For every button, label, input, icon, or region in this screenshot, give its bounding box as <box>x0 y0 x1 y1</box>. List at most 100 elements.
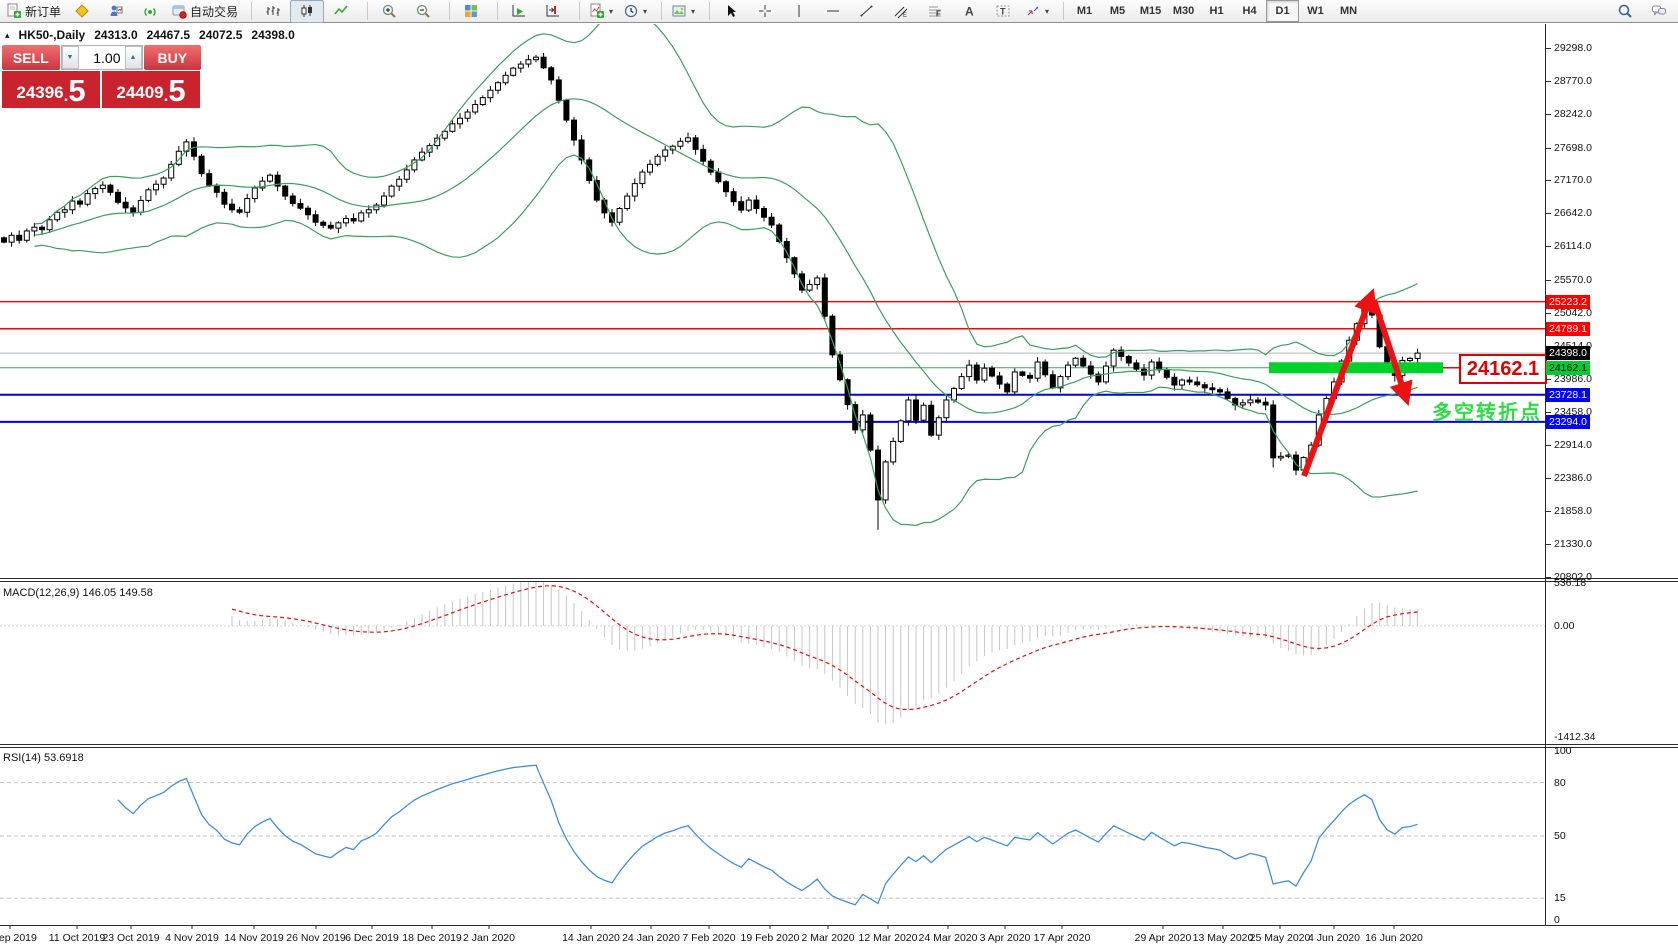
candlestick-chart-button[interactable] <box>290 0 325 23</box>
tester-icon <box>110 5 123 16</box>
chart-bars-icon <box>266 6 281 16</box>
date-label: 7 Sep 2019 <box>0 932 37 944</box>
crosshair-button[interactable] <box>748 0 782 23</box>
bollinger-middle <box>34 98 1418 415</box>
text-button[interactable]: A <box>952 0 986 23</box>
chart-window: ▴ HK50-,Daily 24313.0 24467.5 24072.5 24… <box>0 24 1678 944</box>
toolbar-separator <box>1054 2 1065 20</box>
svg-text:F: F <box>936 10 941 19</box>
periods-button[interactable]: ▾ <box>618 0 652 23</box>
timeframe-m1-button[interactable]: M1 <box>1076 5 1093 17</box>
templates-button[interactable]: ▾ <box>666 0 700 23</box>
toolbar-separator <box>570 2 581 20</box>
arrows-button[interactable]: ▾ <box>1020 0 1054 23</box>
date-label: 2 Jan 2020 <box>463 932 515 944</box>
bar-chart-button[interactable] <box>256 0 290 23</box>
low-value: 24072.5 <box>199 28 243 42</box>
bollinger-lower <box>34 154 1418 527</box>
vline-icon <box>798 5 800 17</box>
volume-increase-button[interactable]: ▲ <box>124 46 142 69</box>
timeframe-m30-button[interactable]: M30 <box>1172 5 1195 17</box>
new-order-button[interactable]: 新订单 <box>2 0 65 23</box>
equidistant-channel-button[interactable]: E <box>884 0 918 23</box>
chart-shift-button[interactable] <box>536 0 570 23</box>
rsi-indicator-label: RSI(14) 53.6918 <box>3 752 84 764</box>
line-chart-button[interactable] <box>324 0 358 23</box>
date-label: 24 Mar 2020 <box>918 932 978 944</box>
timeframe-d1-button[interactable]: D1 <box>1266 0 1300 22</box>
search-button[interactable] <box>1608 0 1642 23</box>
price-tag-25223.2: 25223.2 <box>1546 294 1590 309</box>
volume-decrease-button[interactable]: ▼ <box>61 46 79 69</box>
indicators-icon <box>590 3 605 18</box>
auto-scroll-button[interactable] <box>502 0 536 23</box>
timeframe-m15-button[interactable]: M15 <box>1139 5 1162 17</box>
autotrading-button[interactable]: 自动交易 <box>167 0 242 23</box>
horizontal-line-button[interactable] <box>816 0 850 23</box>
timeframe-mn-button[interactable]: MN <box>1339 5 1358 17</box>
timeframe-m5-button[interactable]: M5 <box>1109 5 1126 17</box>
rsi-axis-label: 0 <box>1554 914 1560 926</box>
macd-axis-label: -1412.34 <box>1554 731 1596 743</box>
svg-text:A: A <box>965 5 974 19</box>
date-label: 17 Apr 2020 <box>1033 932 1091 944</box>
price-tick-label: 23458.0 <box>1554 405 1592 418</box>
price-tick-label: 26642.0 <box>1554 207 1592 220</box>
buy-price-display[interactable]: 24409 . 5 <box>102 71 200 108</box>
sell-button[interactable]: SELL <box>2 45 60 70</box>
timeframe-h4-button[interactable]: H4 <box>1242 5 1257 17</box>
chart-title-ohlc: ▴ HK50-,Daily 24313.0 24467.5 24072.5 24… <box>5 28 295 42</box>
signals-icon <box>144 8 156 16</box>
buy-button[interactable]: BUY <box>143 45 201 70</box>
timeframe-w1-button[interactable]: W1 <box>1307 5 1324 17</box>
metaeditor-icon <box>75 4 89 18</box>
chart-canvas <box>0 24 1678 929</box>
svg-text:E: E <box>903 13 907 19</box>
chat-icon <box>1652 5 1666 16</box>
cursor-button[interactable] <box>714 0 748 23</box>
buy-price-sep: . <box>163 86 169 105</box>
date-label: 11 Oct 2019 <box>48 932 106 944</box>
rsi-panel <box>0 764 1545 906</box>
timeframe-h1-button[interactable]: H1 <box>1209 5 1224 17</box>
volume-input[interactable] <box>78 46 125 69</box>
vertical-line-button[interactable] <box>782 0 816 23</box>
price-tag-23294: 23294.0 <box>1546 414 1590 429</box>
trendline-button[interactable] <box>850 0 884 23</box>
macd-indicator-label: MACD(12,26,9) 146.05 149.58 <box>3 587 153 599</box>
zoom-in-button[interactable] <box>372 0 406 23</box>
price-tick-label: 23986.0 <box>1554 372 1592 385</box>
turning-point-annotation: 多空转折点 <box>1432 402 1542 424</box>
chart-shift-icon <box>546 5 560 17</box>
metaeditor-button[interactable] <box>65 0 99 23</box>
toolbar-separator <box>358 2 369 20</box>
tile-windows-button[interactable] <box>454 0 488 23</box>
chart-candles-icon <box>301 5 313 17</box>
date-label: 4 Nov 2019 <box>165 932 219 944</box>
strategy-tester-button[interactable] <box>99 0 133 23</box>
arrows-icon <box>1027 6 1039 16</box>
price-tick-label: 29298.0 <box>1554 42 1592 54</box>
support-highlight-band <box>1269 362 1443 374</box>
hline-icon <box>827 10 840 12</box>
chat-button[interactable] <box>1642 0 1676 23</box>
price-tick-label: 26114.0 <box>1554 240 1592 253</box>
date-label: 23 Oct 2019 <box>102 932 160 944</box>
trade-panel-toggle-icon[interactable]: ▴ <box>5 29 10 40</box>
zoom-out-button[interactable] <box>406 0 440 23</box>
main-price-panel <box>0 24 1545 530</box>
date-label: 19 Feb 2020 <box>740 932 800 944</box>
signals-button[interactable] <box>133 0 167 23</box>
rsi-axis-label: 15 <box>1554 892 1566 905</box>
toolbar-separator <box>652 2 663 20</box>
rsi-line <box>117 764 1418 906</box>
text-label-button[interactable]: T <box>986 0 1020 23</box>
close-value: 24398.0 <box>251 28 295 42</box>
sell-price-display[interactable]: 24396 . 5 <box>2 71 100 108</box>
macd-axis-label: 536.18 <box>1554 577 1587 589</box>
indicators-button[interactable]: ▾ <box>584 0 618 23</box>
zigzag-arrow-2 <box>1371 299 1413 406</box>
fibonacci-button[interactable]: F <box>918 0 952 23</box>
macd-axis-label: 0.00 <box>1554 619 1575 632</box>
